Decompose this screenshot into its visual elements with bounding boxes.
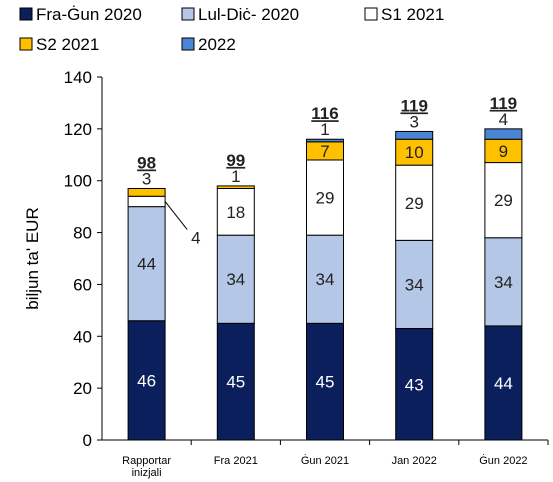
bar-segment: [306, 138, 344, 143]
segment-label: 3: [409, 112, 418, 131]
y-tick-label: 100: [64, 172, 92, 191]
x-tick-label: Ġun 2022: [479, 454, 527, 467]
y-tick-label: 20: [73, 379, 92, 398]
segment-label: 43: [405, 375, 424, 394]
segment-label: 34: [316, 270, 335, 289]
bar-segment: [127, 187, 166, 197]
bar-segment: [395, 239, 434, 330]
total-label: 119: [400, 96, 427, 115]
total-label: 116: [311, 104, 338, 123]
segment-label: 44: [137, 255, 156, 274]
value-labels: 4644439845341819945342971116433429103119…: [137, 94, 517, 394]
segment-label: 1: [231, 167, 240, 186]
segment-label: 18: [226, 203, 245, 222]
x-tick-label: inizjali: [132, 467, 162, 479]
chart-legend: Fra-Ġun 2020 Lul-Diċ- 2020 S1 2021 S2 2021 2…: [19, 4, 444, 54]
segment-label: 10: [405, 143, 424, 162]
y-axis-title: biljun ta' EUR: [23, 207, 42, 309]
bars: [127, 128, 523, 441]
segment-label: 45: [226, 373, 245, 392]
segment-label: 46: [137, 371, 156, 390]
segment-label: 4: [191, 228, 200, 247]
bar-segment: [306, 234, 344, 324]
segment-label: 7: [320, 142, 329, 161]
segment-label: 34: [226, 270, 245, 289]
segment-label: 45: [316, 373, 335, 392]
bar-segment: [127, 206, 166, 322]
segment-label: 29: [494, 191, 513, 210]
segment-label: 44: [494, 374, 513, 393]
segment-label: 29: [405, 194, 424, 213]
x-tick-label: Jan 2022: [392, 455, 437, 467]
segment-label: 34: [494, 273, 513, 292]
legend-swatch-4: [19, 37, 33, 51]
legend-swatch-5: [181, 37, 195, 51]
legend-label-1: Fra-Ġun 2020: [36, 4, 142, 24]
callout-line: [164, 201, 188, 230]
total-label: 98: [137, 153, 156, 172]
legend-label-3: S1 2021: [381, 5, 444, 24]
bar-segment: [484, 325, 523, 441]
bar-segment: [306, 322, 344, 441]
segment-label: 1: [320, 120, 329, 139]
segment-label: 29: [316, 189, 335, 208]
y-tick-label: 140: [64, 68, 92, 87]
bar-segment: [484, 162, 523, 239]
total-label: 119: [490, 94, 517, 113]
y-tick-label: 80: [73, 224, 92, 243]
total-label: 99: [226, 151, 245, 170]
bar-segment: [306, 159, 344, 236]
segment-label: 9: [499, 142, 508, 161]
bar-segment: [216, 234, 255, 324]
bar-segment: [395, 164, 434, 241]
bar-segment: [127, 195, 166, 208]
legend-label-5: 2022: [198, 35, 236, 54]
legend-swatch-2: [181, 7, 195, 21]
x-tick-label: Ġun 2021: [301, 454, 349, 467]
segment-label: 3: [142, 169, 151, 188]
bar-segment: [395, 130, 434, 140]
y-tick-label: 0: [83, 431, 92, 450]
segment-label: 4: [499, 110, 508, 129]
bar-segment: [484, 128, 523, 140]
bar-segment: [484, 237, 523, 327]
legend-swatch-3: [364, 7, 378, 21]
bar-segment: [216, 322, 255, 441]
legend-swatch-1: [19, 7, 33, 21]
x-tick-label: Fra 2021: [214, 455, 258, 467]
x-tick-label: Rapportar: [122, 455, 171, 467]
y-tick-label: 120: [64, 120, 92, 139]
bar-segment: [216, 185, 255, 189]
y-axis: 0 20 40 60 80 100 120 140 biljun ta' EUR: [23, 68, 103, 450]
legend-label-4: S2 2021: [36, 35, 99, 54]
y-tick-label: 60: [73, 275, 92, 294]
bar-segment: [127, 320, 166, 441]
y-tick-label: 40: [73, 327, 92, 346]
segment-label: 34: [405, 275, 424, 294]
legend-label-2: Lul-Diċ- 2020: [198, 5, 299, 24]
